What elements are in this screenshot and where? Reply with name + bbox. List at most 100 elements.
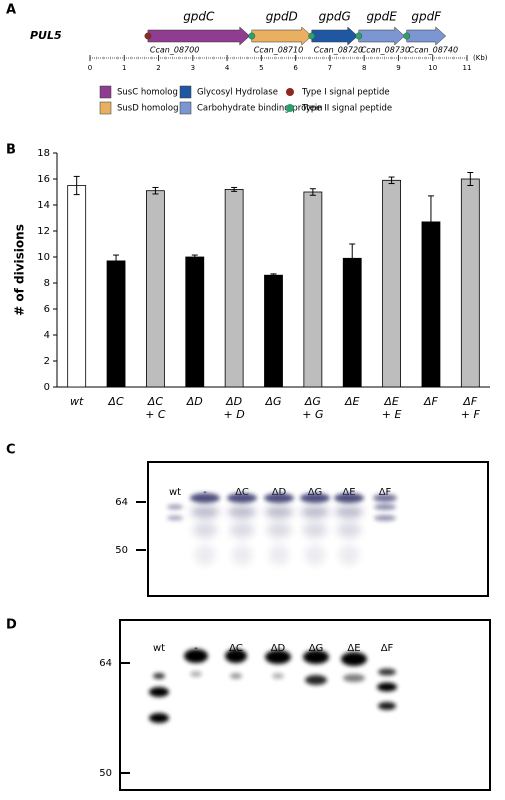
- scale-tick-label: 8: [362, 64, 366, 72]
- scale-tick-label: 3: [191, 64, 195, 72]
- x-tick-label: ΔD: [225, 395, 242, 408]
- signal-peptide: [308, 32, 316, 40]
- gel-band: [153, 673, 165, 679]
- gel-band: [378, 668, 396, 676]
- scale-tick-label: 7: [328, 64, 332, 72]
- bar: [106, 260, 126, 388]
- bar: [342, 257, 362, 388]
- gel-band: [191, 506, 219, 518]
- gel-band: [230, 673, 242, 679]
- marker-label: 50: [115, 545, 128, 556]
- y-tick-label: 12: [37, 226, 50, 237]
- x-tick-label: ΔC: [107, 395, 124, 408]
- x-tick-label: + F: [461, 408, 481, 421]
- gel-band: [374, 515, 396, 521]
- gel-band: [190, 671, 202, 677]
- lane-label: wt: [169, 487, 181, 498]
- lane-label: wt: [153, 643, 165, 654]
- gel-band: [149, 687, 169, 697]
- gene-arrow: [358, 26, 405, 46]
- legend-swatch: [179, 85, 192, 99]
- y-tick-label: 2: [44, 356, 50, 367]
- locus-tag: Ccan_08730: [361, 46, 410, 55]
- lane-label: -: [194, 643, 198, 654]
- scale-tick-label: 5: [259, 64, 263, 72]
- bar: [185, 256, 205, 388]
- y-tick-label: 0: [44, 382, 50, 393]
- y-tick-label: 16: [37, 174, 50, 185]
- gel-band: [269, 545, 289, 565]
- marker-label: 64: [99, 658, 112, 669]
- legend-label: SusD homolog: [117, 104, 178, 114]
- scale-tick-label: 9: [396, 64, 400, 72]
- legend-swatch: [99, 101, 112, 115]
- panel-label: C: [6, 443, 16, 458]
- x-tick-label: + G: [302, 408, 323, 421]
- gene-arrow: [311, 26, 359, 46]
- lane-label: ΔE: [347, 643, 360, 654]
- scale-unit: (Kb): [473, 54, 488, 62]
- gel-band: [303, 522, 327, 538]
- x-tick-label: + E: [382, 408, 402, 421]
- panel-label: B: [6, 143, 16, 158]
- gel-band: [228, 506, 256, 518]
- y-tick-label: 6: [44, 304, 50, 315]
- x-tick-label: + C: [145, 408, 166, 421]
- signal-peptide: [355, 32, 363, 40]
- gene-arrow: [147, 26, 251, 46]
- y-tick-label: 4: [44, 330, 50, 341]
- lane-label: ΔG: [308, 487, 323, 498]
- gel-band: [374, 504, 396, 510]
- x-tick-label: ΔC: [147, 395, 164, 408]
- gel-band: [343, 674, 365, 682]
- gene-name: gpdF: [411, 10, 442, 24]
- gel-frame: [119, 619, 491, 791]
- legend-label: Glycosyl Hydrolase: [197, 88, 278, 98]
- gene-name: gpdC: [183, 10, 215, 24]
- gel-band: [305, 545, 325, 565]
- panel-label: A: [6, 3, 16, 18]
- gene-arrow: [251, 26, 313, 46]
- gel-band: [377, 682, 397, 692]
- gel-band: [232, 545, 252, 565]
- x-tick-label: wt: [70, 395, 84, 408]
- scale-tick-label: 11: [463, 64, 472, 72]
- scale-tick-label: 2: [156, 64, 160, 72]
- legend-swatch: [286, 104, 294, 112]
- locus-name: PUL5: [30, 29, 62, 42]
- x-tick-label: ΔD: [186, 395, 203, 408]
- x-tick-label: ΔE: [344, 395, 360, 408]
- legend-label: Carbohydrate binding protein: [197, 104, 323, 114]
- gene-name: gpdD: [266, 10, 298, 24]
- gel-band: [373, 494, 397, 502]
- lane-label: ΔG: [309, 643, 324, 654]
- marker-label: 50: [99, 768, 112, 779]
- gel-band: [301, 506, 329, 518]
- locus-tag: Ccan_08710: [254, 46, 303, 55]
- legend-swatch: [286, 88, 294, 96]
- gel-band: [227, 493, 257, 503]
- y-tick-label: 10: [37, 252, 50, 263]
- signal-peptide: [144, 32, 152, 40]
- gel-band: [225, 649, 247, 663]
- gel-band: [267, 522, 291, 538]
- y-axis-label: # of divisions: [13, 224, 27, 316]
- panel-label: D: [6, 618, 17, 633]
- bar: [303, 191, 323, 388]
- locus-tag: Ccan_08720: [314, 46, 363, 55]
- x-tick-label: ΔG: [304, 395, 321, 408]
- y-tick-label: 8: [44, 278, 50, 289]
- gel-band: [195, 545, 215, 565]
- legend-label: Type I signal peptide: [301, 88, 390, 98]
- lane-label: ΔD: [271, 643, 286, 654]
- legend-swatch: [99, 85, 112, 99]
- bar: [382, 179, 401, 388]
- scale-tick-label: 6: [293, 64, 298, 72]
- x-tick-label: ΔG: [264, 395, 281, 408]
- signal-peptide: [403, 32, 411, 40]
- lane-label: ΔF: [381, 643, 394, 654]
- gel-band: [334, 493, 364, 503]
- marker-label: 64: [115, 497, 128, 508]
- gene-name: gpdG: [319, 10, 351, 24]
